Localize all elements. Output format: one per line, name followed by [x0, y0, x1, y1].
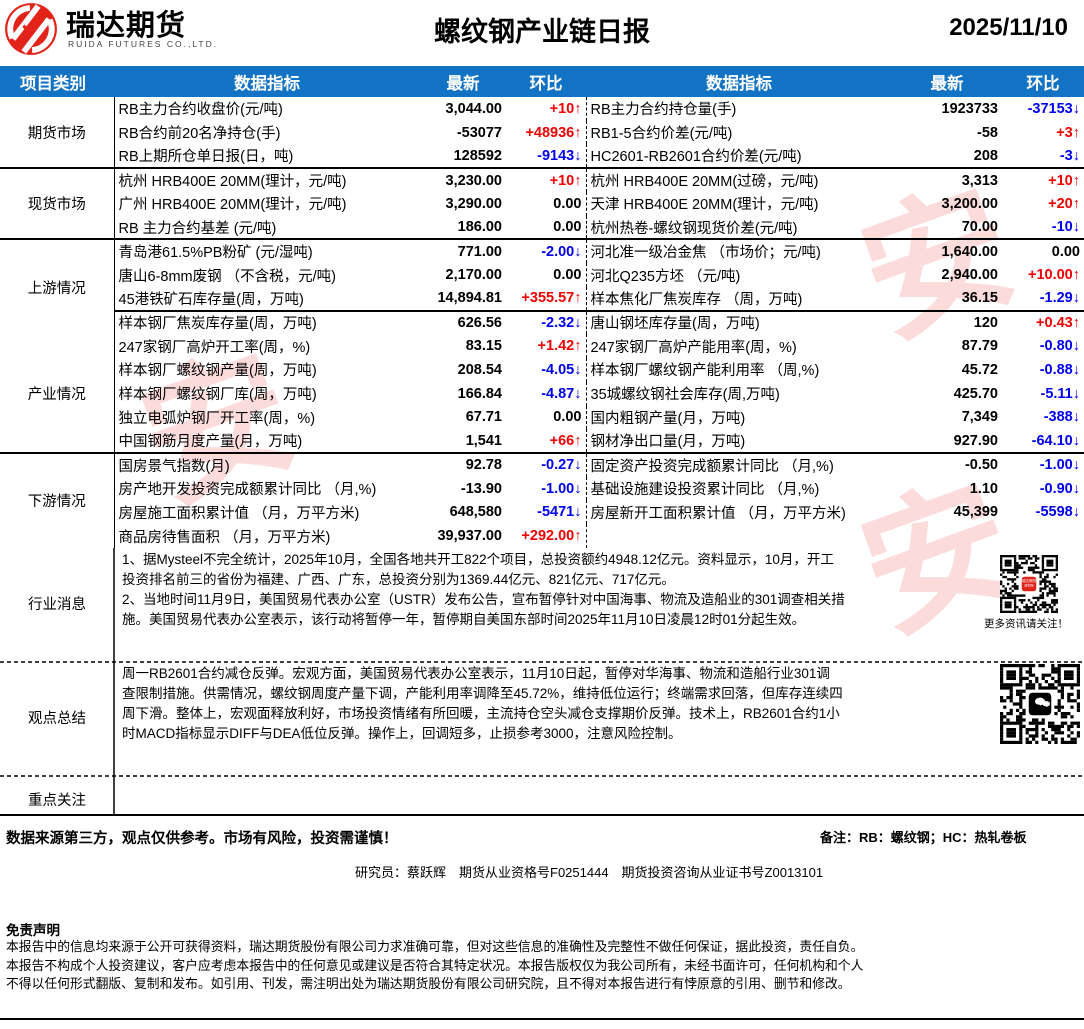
- svg-text:瑞达期货: 瑞达期货: [1022, 578, 1037, 583]
- svg-text:研究院: 研究院: [1025, 583, 1034, 588]
